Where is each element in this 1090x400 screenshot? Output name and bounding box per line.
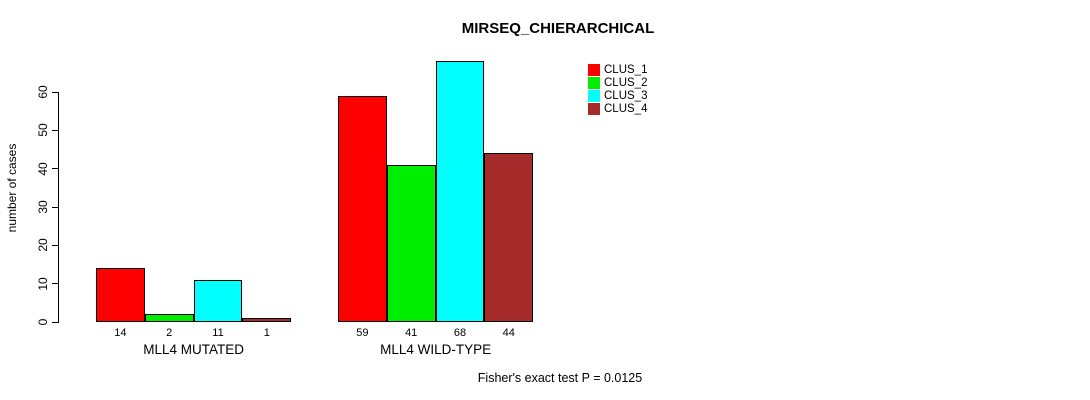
legend-swatch — [588, 102, 600, 115]
y-tick — [52, 244, 58, 246]
bar-value-label: 59 — [356, 327, 369, 339]
x-group-label: MLL4 MUTATED — [143, 342, 244, 357]
bar-value-label: 2 — [166, 327, 173, 339]
bar-clus_1-mll4-wild-type — [338, 95, 387, 322]
legend-item-clus_2: CLUS_2 — [588, 76, 647, 89]
x-group-label: MLL4 WILD-TYPE — [380, 342, 492, 357]
footnote: Fisher's exact test P = 0.0125 — [477, 371, 643, 385]
y-tick — [52, 168, 58, 170]
bar-value-label: 44 — [502, 327, 515, 339]
y-axis-line — [58, 92, 59, 323]
legend: CLUS_1 CLUS_2 CLUS_3 CLUS_4 — [588, 63, 647, 115]
legend-label: CLUS_3 — [604, 89, 648, 102]
bar-clus_3-mll4-mutated — [193, 279, 243, 322]
legend-label: CLUS_4 — [604, 102, 648, 115]
legend-label: CLUS_2 — [604, 76, 648, 89]
y-tick-label: 30 — [36, 200, 50, 214]
bar-value-label: 68 — [453, 327, 467, 339]
bar-clus_2-mll4-mutated — [144, 314, 194, 322]
legend-swatch — [588, 63, 600, 76]
y-tick — [52, 129, 58, 131]
y-tick-label: 0 — [36, 318, 50, 326]
y-tick-label: 20 — [36, 238, 50, 253]
legend-item-clus_3: CLUS_3 — [588, 89, 647, 102]
y-tick — [52, 283, 58, 285]
bar-value-label: 41 — [405, 327, 418, 339]
y-tick — [52, 321, 58, 323]
y-tick-label: 50 — [36, 123, 50, 138]
y-axis-label: number of cases — [5, 143, 19, 233]
bar-value-label: 1 — [263, 327, 270, 339]
y-tick-label: 60 — [36, 85, 50, 99]
legend-item-clus_4: CLUS_4 — [588, 102, 647, 115]
bar-clus_4-mll4-mutated — [242, 318, 292, 322]
bar-value-label: 14 — [114, 327, 127, 339]
bar-clus_2-mll4-wild-type — [386, 164, 436, 322]
y-tick — [52, 91, 58, 93]
chart-title: MIRSEQ_CHIERARCHICAL — [461, 20, 655, 37]
bar-clus_3-mll4-wild-type — [435, 61, 485, 322]
legend-item-clus_1: CLUS_1 — [588, 63, 647, 76]
bar-clus_4-mll4-wild-type — [484, 153, 534, 322]
y-tick-label: 10 — [36, 276, 50, 291]
legend-label: CLUS_1 — [604, 63, 648, 76]
bar-clus_1-mll4-mutated — [96, 268, 145, 322]
y-tick — [52, 206, 58, 208]
legend-swatch — [588, 89, 600, 102]
bar-value-label: 11 — [212, 327, 224, 339]
y-tick-label: 40 — [36, 161, 50, 176]
legend-swatch — [588, 76, 600, 89]
